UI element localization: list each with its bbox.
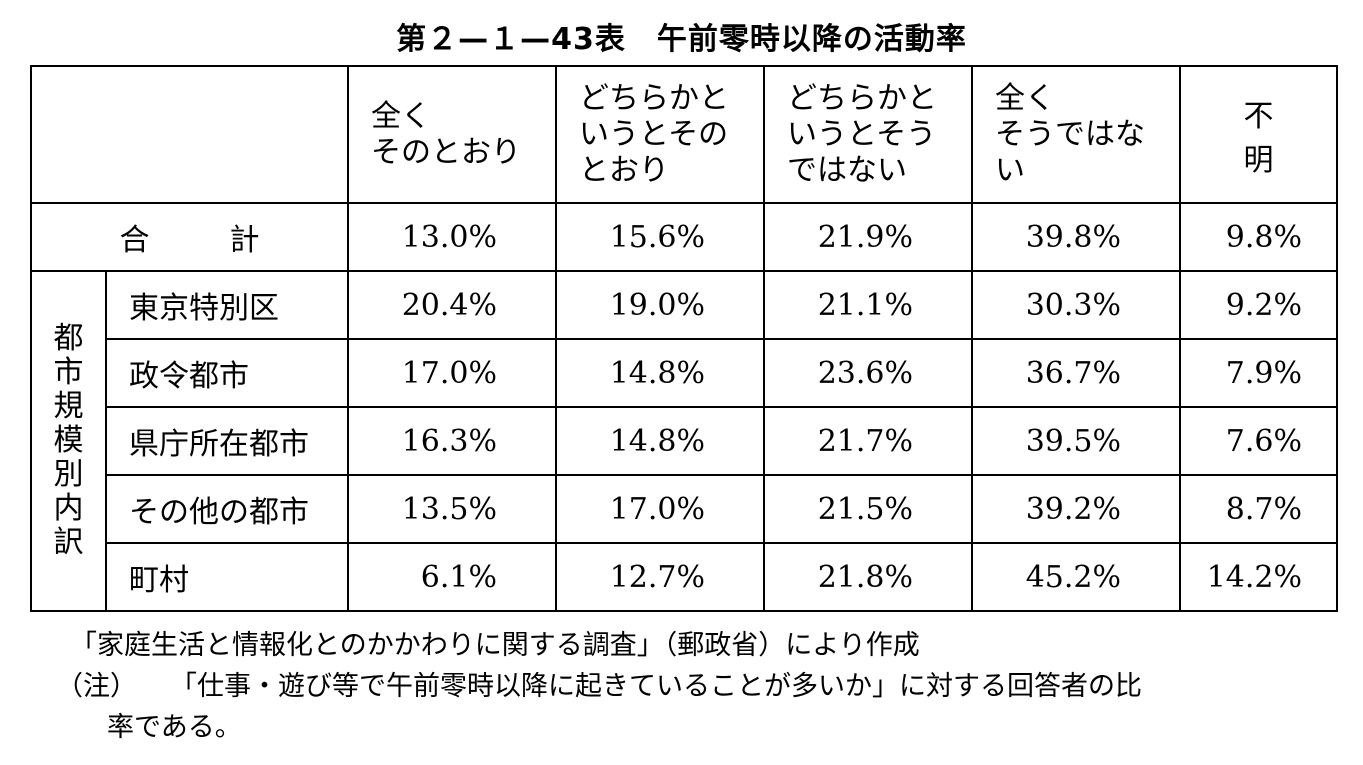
table-row: 都市規模別内訳 東京特別区 20.4% 19.0% 21.1% 30.3% 9.…	[30, 270, 1338, 612]
table-cell: 9.2%	[1179, 270, 1338, 340]
header-cell: 全く そのとおり	[347, 65, 557, 204]
table-cell: 39.2%	[971, 474, 1181, 544]
row-label: 県庁所在都市	[105, 406, 349, 476]
note-text-continued: 率である。	[107, 712, 242, 743]
table-cell: 16.3%	[347, 406, 557, 476]
header-cell: どちらかと いうとその とおり	[555, 65, 765, 204]
table-cell: 7.9%	[1179, 338, 1338, 408]
activity-rate-table: 全く そのとおり どちらかと いうとその とおり どちらかと いうとそう ではな…	[30, 65, 1344, 612]
table-cell: 7.6%	[1179, 406, 1338, 476]
header-cell: 不 明	[1179, 65, 1344, 204]
table-cell: 21.1%	[763, 270, 973, 340]
table-row: 県庁所在都市 16.3% 14.8% 21.7% 39.5% 7.6%	[31, 406, 1338, 476]
table-cell: 21.7%	[763, 406, 973, 476]
group-label: 都市規模別内訳	[30, 270, 107, 612]
row-label: 政令都市	[105, 338, 349, 408]
total-label: 合計	[30, 202, 349, 272]
note-text: 「仕事・遊び等で午前零時以降に起きていることが多いか」に対する回答者の比	[170, 671, 1142, 702]
group-label-text: 都市規模別内訳	[53, 321, 84, 560]
table-cell: 30.3%	[971, 270, 1181, 340]
header-cell: 全く そうではな い	[971, 65, 1181, 204]
table-cell: 14.2%	[1179, 542, 1338, 612]
table-cell: 39.5%	[971, 406, 1181, 476]
table-row: その他の都市 13.5% 17.0% 21.5% 39.2% 8.7%	[31, 474, 1338, 544]
header-row: 全く そのとおり どちらかと いうとその とおり どちらかと いうとそう ではな…	[30, 65, 1344, 204]
table-cell: 39.8%	[971, 202, 1181, 272]
table-title: 第２—１—43表 午前零時以降の活動率	[396, 22, 967, 57]
table-cell: 21.5%	[763, 474, 973, 544]
table-cell: 36.7%	[971, 338, 1181, 408]
table-cell: 12.7%	[555, 542, 765, 612]
table-cell: 17.0%	[555, 474, 765, 544]
source-note: 「家庭生活と情報化とのかかわりに関する調査」（郵政省）により作成	[70, 630, 920, 661]
table-cell: 21.9%	[763, 202, 973, 272]
table-cell: 23.6%	[763, 338, 973, 408]
table-cell: 15.6%	[555, 202, 765, 272]
total-row: 合計 13.0% 15.6% 21.9% 39.8% 9.8%	[30, 202, 1338, 272]
table-cell: 17.0%	[347, 338, 557, 408]
table-row: 町村 6.1% 12.7% 21.8% 45.2% 14.2%	[31, 542, 1338, 612]
row-label: 東京特別区	[105, 270, 349, 340]
table-cell: 14.8%	[555, 338, 765, 408]
row-label: その他の都市	[105, 474, 349, 544]
table-cell: 21.8%	[763, 542, 973, 612]
header-corner-cell	[30, 65, 349, 204]
table-cell: 9.8%	[1179, 202, 1338, 272]
table-cell: 8.7%	[1179, 474, 1338, 544]
table-row: 政令都市 17.0% 14.8% 23.6% 36.7% 7.9%	[31, 338, 1338, 408]
table-cell: 13.0%	[347, 202, 557, 272]
note-prefix: （注）	[56, 671, 137, 702]
row-label: 町村	[105, 542, 349, 612]
table-cell: 19.0%	[555, 270, 765, 340]
table-cell: 13.5%	[347, 474, 557, 544]
table-cell: 45.2%	[971, 542, 1181, 612]
header-cell: どちらかと いうとそう ではない	[763, 65, 973, 204]
table-cell: 14.8%	[555, 406, 765, 476]
table-cell: 20.4%	[347, 270, 557, 340]
table-cell: 6.1%	[347, 542, 557, 612]
